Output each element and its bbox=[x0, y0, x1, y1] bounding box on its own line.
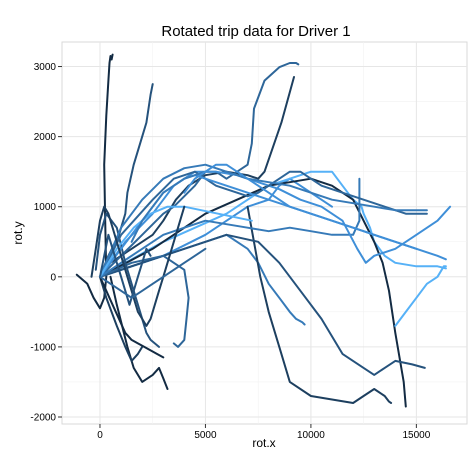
x-tick-label: 15000 bbox=[402, 430, 430, 441]
trip-line bbox=[183, 163, 418, 250]
trip-line bbox=[99, 275, 144, 362]
trip-line bbox=[99, 177, 361, 278]
trip-line bbox=[99, 76, 295, 278]
chart-title: Rotated trip data for Driver 1 bbox=[161, 23, 350, 40]
y-axis-label: rot.y bbox=[11, 221, 25, 244]
trip-line bbox=[99, 233, 426, 376]
x-tick-label: 10000 bbox=[297, 430, 325, 441]
trip-line bbox=[99, 177, 333, 278]
trip-line bbox=[99, 275, 165, 359]
trip-line bbox=[394, 265, 447, 327]
trip-line bbox=[130, 170, 207, 243]
series-lines bbox=[75, 53, 452, 408]
trip-line bbox=[99, 205, 253, 278]
trip-line bbox=[90, 205, 186, 327]
trip-line bbox=[109, 275, 169, 390]
trip-line bbox=[99, 247, 207, 299]
x-tick-label: 5000 bbox=[194, 430, 217, 441]
trip-line bbox=[99, 177, 407, 408]
trip-line bbox=[246, 205, 393, 404]
trip-line bbox=[99, 163, 428, 278]
x-axis-label: rot.x bbox=[252, 436, 275, 450]
y-tick-label: 0 bbox=[50, 272, 56, 283]
trip-line bbox=[75, 53, 114, 310]
y-tick-label: 2000 bbox=[34, 132, 57, 143]
axis-ticks: 0 5000 10000 15000 -2000 -1000 0 1000 2000 3000 bbox=[30, 62, 430, 441]
x-tick-label: 0 bbox=[97, 430, 103, 441]
y-tick-label: 1000 bbox=[34, 202, 57, 213]
y-tick-label: 3000 bbox=[34, 62, 57, 73]
trip-line bbox=[94, 212, 160, 348]
trip-line bbox=[99, 233, 152, 306]
y-tick-label: -2000 bbox=[30, 412, 56, 423]
y-tick-label: -1000 bbox=[30, 342, 56, 353]
